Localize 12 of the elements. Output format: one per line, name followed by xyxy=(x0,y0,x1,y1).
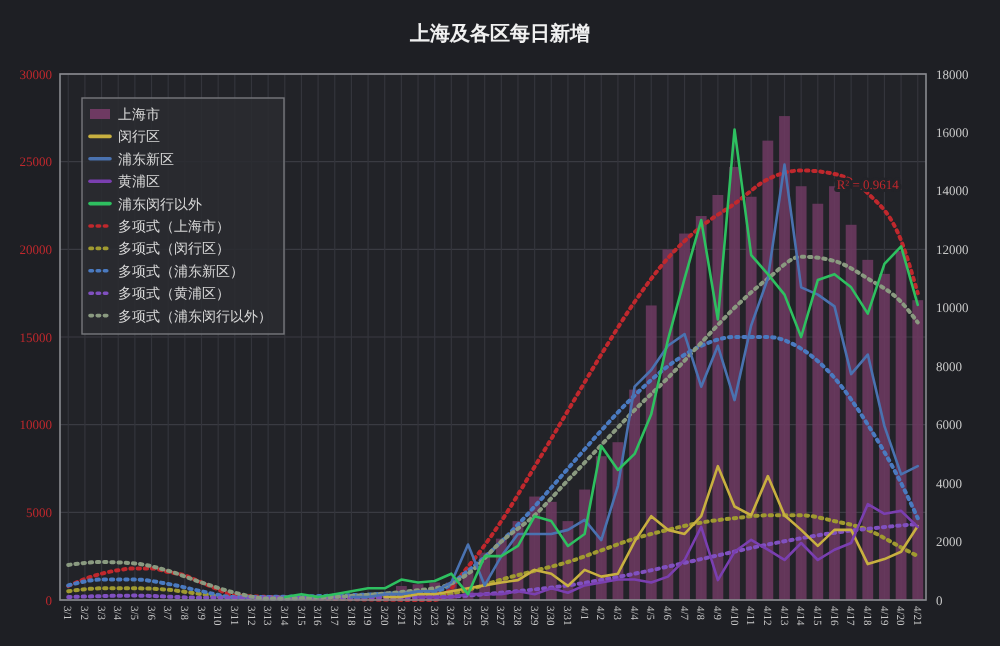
line-series xyxy=(383,464,920,599)
line-series xyxy=(283,128,920,599)
bar xyxy=(829,186,840,600)
bar xyxy=(879,273,890,600)
line-series xyxy=(416,502,920,599)
line-series xyxy=(350,163,920,599)
bar xyxy=(662,249,674,600)
bar xyxy=(745,196,757,600)
bar xyxy=(795,186,807,600)
chart-title: 上海及各区每日新增 xyxy=(408,22,590,46)
bar xyxy=(912,300,924,600)
bar xyxy=(779,116,790,600)
